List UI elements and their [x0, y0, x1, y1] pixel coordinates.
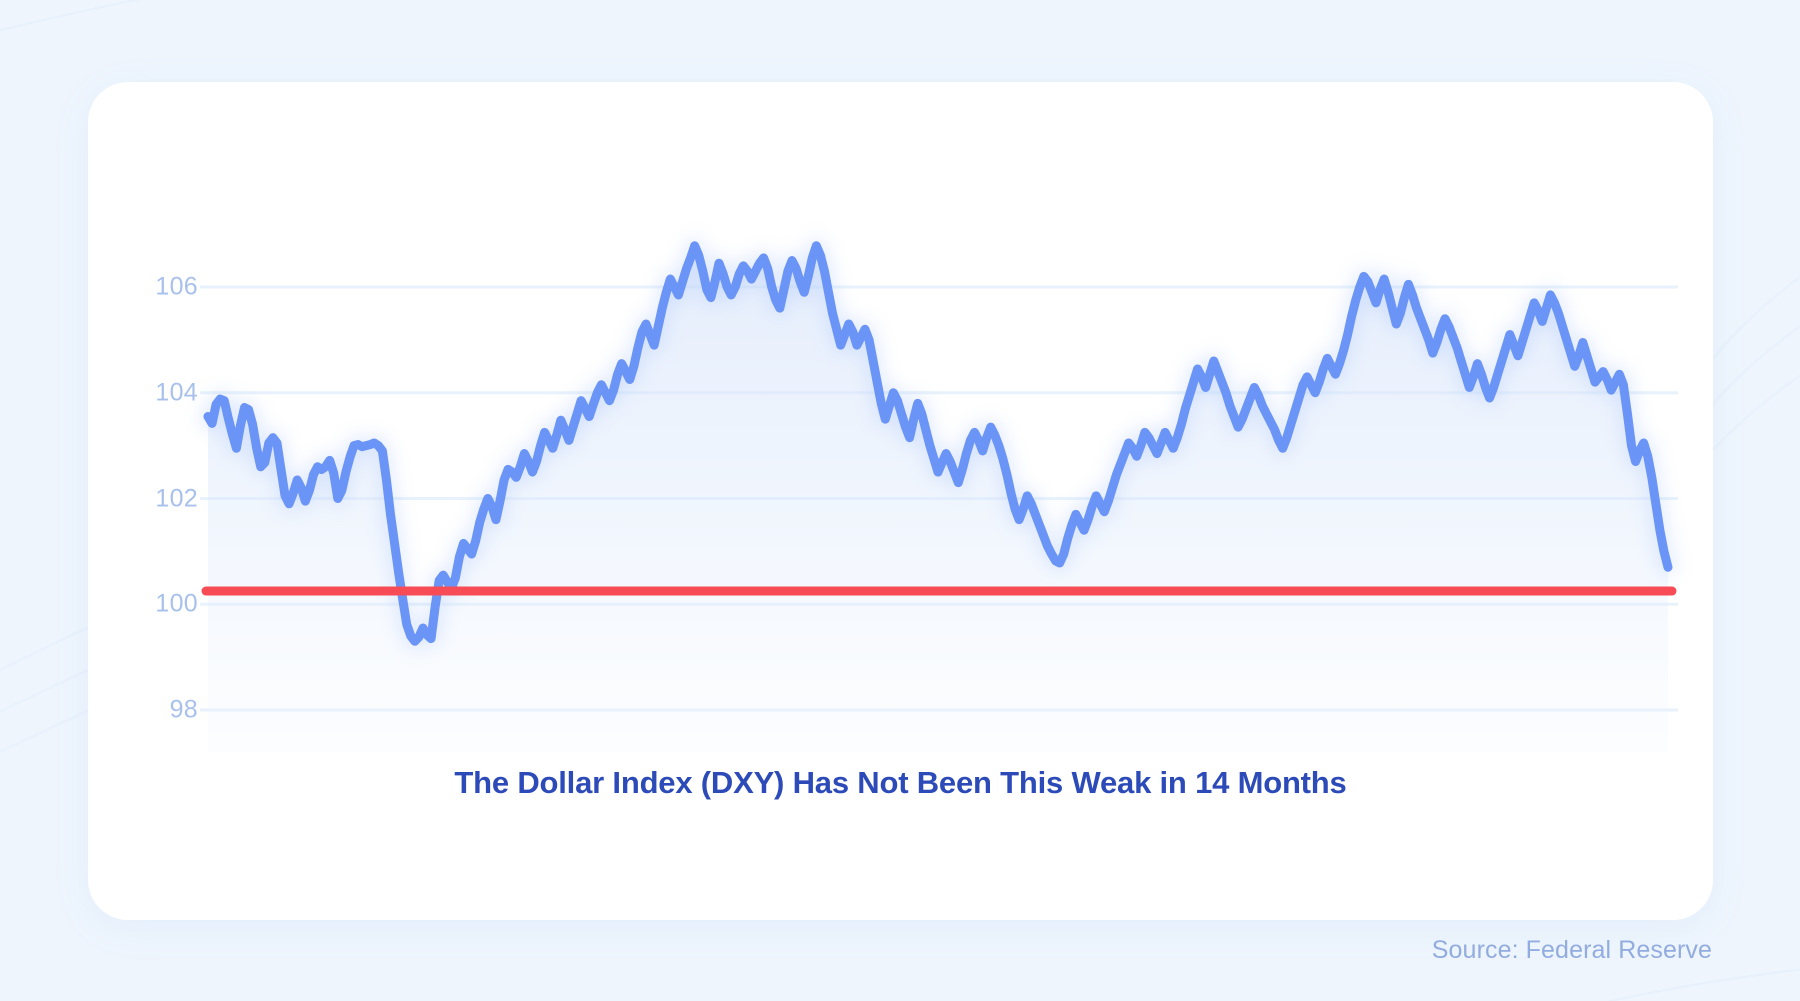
- y-tick-label-104: 104: [155, 378, 198, 407]
- area-fill: [208, 245, 1668, 753]
- y-tick-label-100: 100: [155, 589, 198, 618]
- line-chart-svg: [200, 237, 1678, 753]
- y-tick-label-98: 98: [169, 695, 198, 724]
- source-note: Source: Federal Reserve: [1431, 936, 1712, 964]
- y-tick-label-106: 106: [155, 272, 198, 301]
- chart-card: 106 104 102 100 98 The Dollar Index (DXY) Ha…: [88, 82, 1713, 920]
- chart-title: The Dollar Index (DXY) Has Not Been This…: [454, 765, 1347, 800]
- plot-area: 106 104 102 100 98: [88, 82, 1713, 920]
- y-axis-tick-labels: 106 104 102 100 98: [136, 82, 198, 920]
- y-tick-label-102: 102: [155, 484, 198, 512]
